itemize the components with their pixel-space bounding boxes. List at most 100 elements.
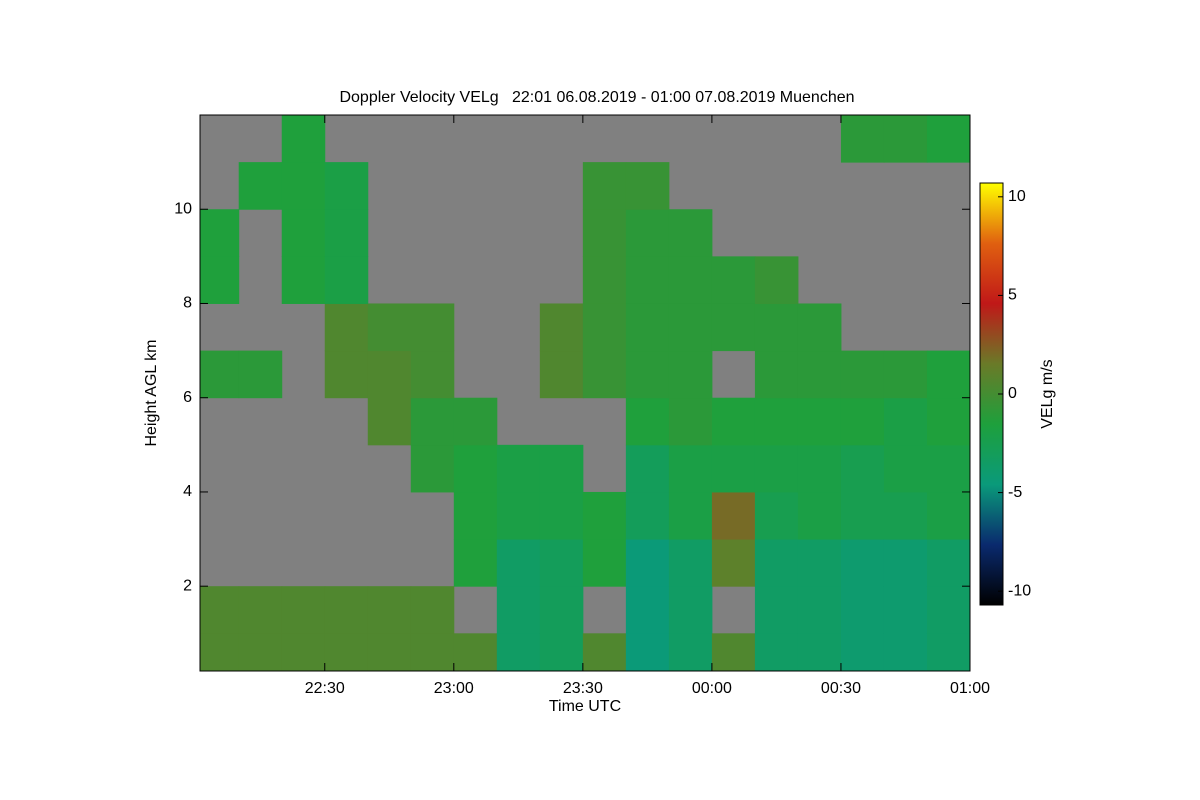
heatmap-cell xyxy=(926,115,970,163)
heatmap-cell xyxy=(453,539,498,587)
heatmap-cell xyxy=(754,444,799,493)
heatmap-cell xyxy=(668,491,713,540)
heatmap-cell xyxy=(367,350,412,399)
heatmap-cell xyxy=(668,209,713,257)
heatmap-cell xyxy=(840,115,885,163)
heatmap-cell xyxy=(883,539,928,587)
heatmap-cell xyxy=(711,256,756,304)
y-tick-label: 10 xyxy=(174,200,192,217)
heatmap-cell xyxy=(797,539,842,587)
heatmap-cell xyxy=(324,633,369,671)
heatmap-cell xyxy=(410,586,455,634)
heatmap-cell xyxy=(754,350,799,399)
heatmap-cell xyxy=(582,633,627,671)
heatmap-cell xyxy=(883,115,928,163)
heatmap-cell xyxy=(711,303,756,352)
heatmap-cell xyxy=(539,350,584,399)
heatmap-cell xyxy=(324,303,369,352)
heatmap-cell xyxy=(281,256,326,304)
heatmap-cell xyxy=(539,491,584,540)
heatmap-cell xyxy=(625,491,670,540)
heatmap-cell xyxy=(883,444,928,493)
heatmap-cell xyxy=(625,303,670,352)
heatmap-cell xyxy=(200,209,240,257)
heatmap-cell xyxy=(797,633,842,671)
colorbar-tick-label: 5 xyxy=(1008,287,1017,304)
heatmap-cell xyxy=(453,397,498,446)
heatmap-cell xyxy=(200,633,240,671)
x-tick-label: 00:00 xyxy=(692,680,732,697)
heatmap-cell xyxy=(754,491,799,540)
heatmap-cell xyxy=(453,491,498,540)
heatmap-cell xyxy=(668,303,713,352)
heatmap-cell xyxy=(324,256,369,304)
heatmap-cell xyxy=(754,586,799,634)
y-axis-label: Height AGL km xyxy=(143,339,160,446)
heatmap-cell xyxy=(926,586,970,634)
heatmap-cell xyxy=(582,539,627,587)
x-tick-label: 23:00 xyxy=(434,680,474,697)
heatmap-cell xyxy=(711,491,756,540)
heatmap-cell xyxy=(410,397,455,446)
heatmap-cell xyxy=(496,633,541,671)
heatmap-cell xyxy=(840,633,885,671)
heatmap-cell xyxy=(711,539,756,587)
x-tick-label: 23:30 xyxy=(563,680,603,697)
heatmap-cell xyxy=(883,586,928,634)
y-tick-label: 6 xyxy=(183,389,192,406)
heatmap-cell xyxy=(582,209,627,257)
heatmap-cell xyxy=(668,633,713,671)
heatmap-cell xyxy=(668,586,713,634)
colorbar-tick-label: -5 xyxy=(1008,484,1022,501)
heatmap-cell xyxy=(200,256,240,304)
heatmap-cell xyxy=(840,444,885,493)
y-tick-label: 4 xyxy=(183,483,192,500)
heatmap-cell xyxy=(238,350,283,399)
heatmap-cell xyxy=(238,162,283,210)
heatmap-cell xyxy=(797,350,842,399)
heatmap-cell xyxy=(410,303,455,352)
heatmap-cell xyxy=(410,633,455,671)
heatmap-cell xyxy=(324,209,369,257)
heatmap-cell xyxy=(668,256,713,304)
heatmap-cell xyxy=(840,491,885,540)
heatmap-cell xyxy=(367,586,412,634)
heatmap-cell xyxy=(625,256,670,304)
heatmap-cell xyxy=(797,586,842,634)
heatmap-cell xyxy=(926,491,970,540)
heatmap-cell xyxy=(410,444,455,493)
heatmap-cell xyxy=(281,115,326,163)
heatmap-cell xyxy=(797,444,842,493)
plot-frame xyxy=(199,114,971,672)
heatmap-cell xyxy=(200,350,240,399)
heatmap-cell xyxy=(625,586,670,634)
heatmap-cell xyxy=(496,444,541,493)
heatmap-cell xyxy=(926,397,970,446)
heatmap-cell xyxy=(711,397,756,446)
heatmap-cell xyxy=(496,539,541,587)
heatmap-cell xyxy=(281,162,326,210)
heatmap-cell xyxy=(539,444,584,493)
heatmap-cell xyxy=(453,633,498,671)
heatmap-cell xyxy=(926,350,970,399)
heatmap-cell xyxy=(324,162,369,210)
heatmap-cell xyxy=(754,539,799,587)
heatmap-cell xyxy=(926,444,970,493)
heatmap-cell xyxy=(840,397,885,446)
heatmap-cell xyxy=(625,397,670,446)
heatmap-cell xyxy=(324,350,369,399)
x-tick-label: 22:30 xyxy=(305,680,345,697)
heatmap-cell xyxy=(582,162,627,210)
heatmap-cell xyxy=(797,397,842,446)
heatmap-cell xyxy=(711,444,756,493)
heatmap-cell xyxy=(625,162,670,210)
heatmap-cell xyxy=(883,491,928,540)
x-tick-label: 00:30 xyxy=(821,680,861,697)
heatmap-cell xyxy=(797,491,842,540)
heatmap-cell xyxy=(238,633,283,671)
heatmap-cell xyxy=(496,586,541,634)
heatmap-cell xyxy=(883,397,928,446)
heatmap-cell xyxy=(754,256,799,304)
heatmap-cell xyxy=(582,350,627,399)
heatmap-cell xyxy=(754,633,799,671)
